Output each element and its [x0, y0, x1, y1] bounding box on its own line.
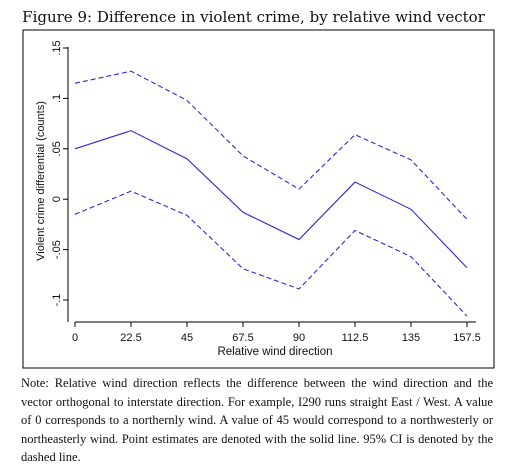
- y-tick-label: .05: [51, 141, 63, 156]
- figure-note: Note: Relative wind direction reflects t…: [21, 376, 493, 464]
- x-tick-label: 22.5: [120, 332, 141, 344]
- y-tick-label: .15: [51, 40, 63, 55]
- y-tick-label: -.1: [51, 294, 63, 307]
- x-tick-label: 45: [181, 332, 193, 344]
- y-tick-label: 0: [51, 196, 63, 202]
- x-ticks-group: 0 22.5 45 67.5 90 112.5 135 157.5: [72, 322, 481, 344]
- point-estimate-line: [74, 130, 468, 269]
- line-chart: -.1 -.05 0 .05 .1 .15 0 22.5 45 67.5 90 112.5 135 15…: [22, 29, 495, 369]
- x-tick-label: 112.5: [342, 332, 369, 344]
- y-ticks-group: -.1 -.05 0 .05 .1 .15: [51, 40, 68, 306]
- series-group: [74, 70, 468, 317]
- figure-title: Figure 9: Difference in violent crime, b…: [22, 8, 485, 26]
- y-axis-label: Violent crime differential (counts): [35, 101, 47, 261]
- ci-upper-line: [74, 70, 468, 220]
- x-tick-label: 135: [402, 332, 420, 344]
- x-tick-label: 67.5: [232, 332, 253, 344]
- x-tick-label: 157.5: [453, 332, 481, 344]
- y-tick-label: .1: [51, 94, 63, 103]
- x-axis-label: Relative wind direction: [217, 346, 332, 358]
- plot-frame: [22, 29, 495, 369]
- x-tick-label: 0: [72, 332, 78, 344]
- y-tick-label: -.05: [51, 240, 63, 259]
- ci-lower-line: [74, 190, 468, 317]
- x-tick-label: 90: [293, 332, 305, 344]
